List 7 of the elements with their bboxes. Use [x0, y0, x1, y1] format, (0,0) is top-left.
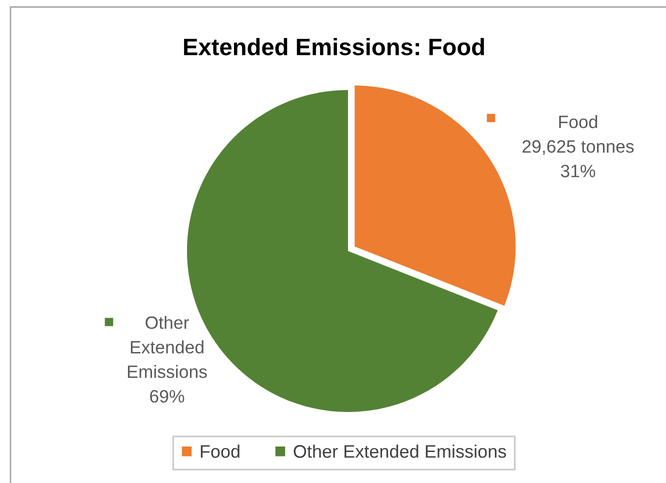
legend-label: Other Extended Emissions — [128, 316, 207, 378]
slice-label: Food — [559, 115, 598, 128]
data-label: 69% — [150, 390, 184, 403]
legend-label: Food — [200, 444, 240, 458]
data-label: 29,625 tonnes 31% — [522, 140, 634, 178]
chart-title: Extended Emissions: Food — [184, 38, 484, 56]
category-label: Other Extended Emissions — [294, 444, 506, 458]
